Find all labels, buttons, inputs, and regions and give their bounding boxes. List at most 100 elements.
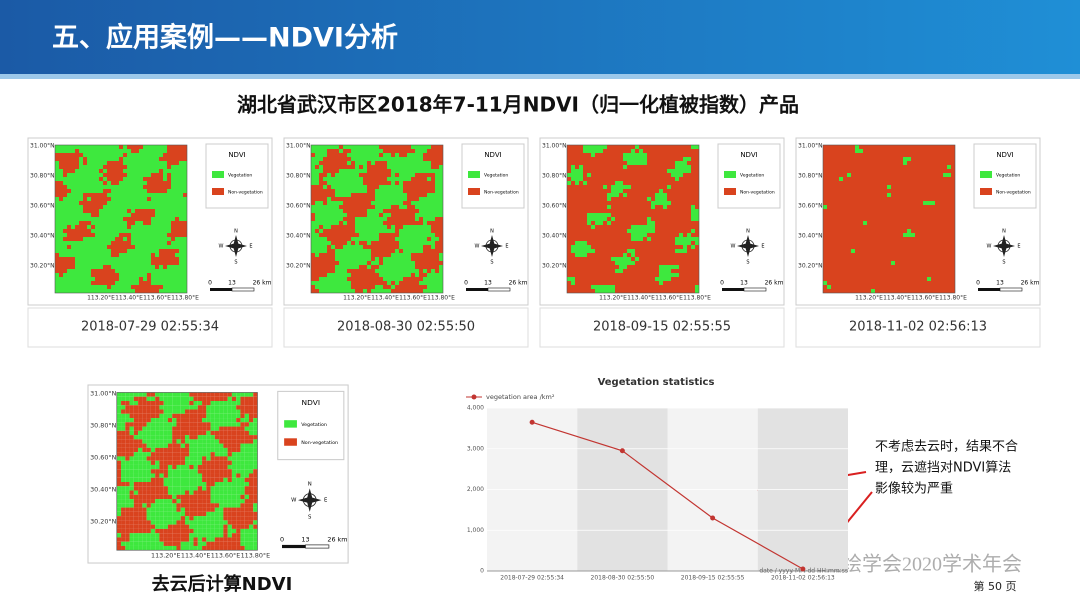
raster-cell xyxy=(67,273,71,277)
raster-cell xyxy=(379,221,383,225)
raster-cell xyxy=(95,229,99,233)
raster-cell xyxy=(675,209,679,213)
raster-cell xyxy=(159,249,163,253)
raster-cell xyxy=(695,157,699,161)
raster-cell xyxy=(851,145,855,149)
raster-cell xyxy=(891,201,895,205)
raster-cell xyxy=(567,149,571,153)
raster-cell xyxy=(415,209,419,213)
raster-cell xyxy=(635,245,639,249)
raster-cell xyxy=(331,261,335,265)
raster-cell xyxy=(883,153,887,157)
raster-cell xyxy=(863,237,867,241)
raster-cell xyxy=(75,205,79,209)
raster-cell xyxy=(655,257,659,261)
raster-cell xyxy=(367,241,371,245)
raster-cell xyxy=(391,189,395,193)
raster-cell xyxy=(923,213,927,217)
raster-cell xyxy=(183,289,187,293)
raster-cell xyxy=(311,145,315,149)
raster-cell xyxy=(951,169,955,173)
raster-cell xyxy=(407,245,411,249)
raster-cell xyxy=(375,253,379,257)
raster-cell xyxy=(611,281,615,285)
raster-cell xyxy=(319,245,323,249)
raster-cell xyxy=(643,233,647,237)
raster-cell xyxy=(671,253,675,257)
raster-cell xyxy=(831,265,835,269)
raster-cell xyxy=(587,161,591,165)
lon-label: 113.80°E xyxy=(171,295,199,302)
raster-cell xyxy=(327,229,331,233)
raster-cell xyxy=(943,289,947,293)
raster-cell xyxy=(171,169,175,173)
raster-cell xyxy=(431,157,435,161)
raster-cell xyxy=(383,197,387,201)
raster-cell xyxy=(839,201,843,205)
raster-cell xyxy=(311,213,315,217)
raster-cell xyxy=(99,217,103,221)
raster-cell xyxy=(691,261,695,265)
raster-cell xyxy=(59,189,63,193)
raster-cell xyxy=(867,225,871,229)
raster-cell xyxy=(851,233,855,237)
raster-cell xyxy=(79,237,83,241)
compass-letter: E xyxy=(761,244,764,250)
raster-cell xyxy=(315,149,319,153)
raster-cell xyxy=(883,173,887,177)
legend-swatch xyxy=(724,171,736,178)
raster-cell xyxy=(63,221,67,225)
raster-cell xyxy=(851,197,855,201)
raster-cell xyxy=(567,221,571,225)
raster-cell xyxy=(663,237,667,241)
raster-cell xyxy=(83,281,87,285)
raster-cell xyxy=(419,185,423,189)
raster-cell xyxy=(851,257,855,261)
raster-cell xyxy=(595,289,599,293)
raster-cell xyxy=(143,273,147,277)
raster-cell xyxy=(115,157,119,161)
raster-cell xyxy=(143,237,147,241)
raster-cell xyxy=(423,237,427,241)
raster-cell xyxy=(583,189,587,193)
raster-cell xyxy=(651,249,655,253)
raster-cell xyxy=(59,161,63,165)
raster-cell xyxy=(627,145,631,149)
raster-cell xyxy=(683,273,687,277)
raster-cell xyxy=(375,237,379,241)
raster-cell xyxy=(171,237,175,241)
raster-cell xyxy=(635,289,639,293)
raster-cell xyxy=(395,257,399,261)
raster-cell xyxy=(847,281,851,285)
raster-cell xyxy=(135,289,139,293)
raster-cell xyxy=(943,249,947,253)
raster-cell xyxy=(167,213,171,217)
raster-cell xyxy=(151,217,155,221)
raster-cell xyxy=(163,193,167,197)
raster-cell xyxy=(323,201,327,205)
raster-cell xyxy=(139,269,143,273)
raster-cell xyxy=(387,161,391,165)
raster-cell xyxy=(587,261,591,265)
raster-cell xyxy=(99,177,103,181)
raster-cell xyxy=(399,161,403,165)
raster-cell xyxy=(635,149,639,153)
raster-cell xyxy=(839,237,843,241)
raster-cell xyxy=(311,149,315,153)
raster-cell xyxy=(947,149,951,153)
raster-cell xyxy=(91,233,95,237)
raster-cell xyxy=(175,205,179,209)
raster-cell xyxy=(671,281,675,285)
raster-cell xyxy=(879,277,883,281)
raster-cell xyxy=(951,229,955,233)
raster-cell xyxy=(383,185,387,189)
raster-cell xyxy=(631,193,635,197)
raster-cell xyxy=(587,213,591,217)
raster-cell xyxy=(619,233,623,237)
raster-cell xyxy=(895,221,899,225)
raster-cell xyxy=(343,169,347,173)
raster-cell xyxy=(931,273,935,277)
raster-cell xyxy=(71,145,75,149)
raster-cell xyxy=(399,149,403,153)
raster-cell xyxy=(679,269,683,273)
